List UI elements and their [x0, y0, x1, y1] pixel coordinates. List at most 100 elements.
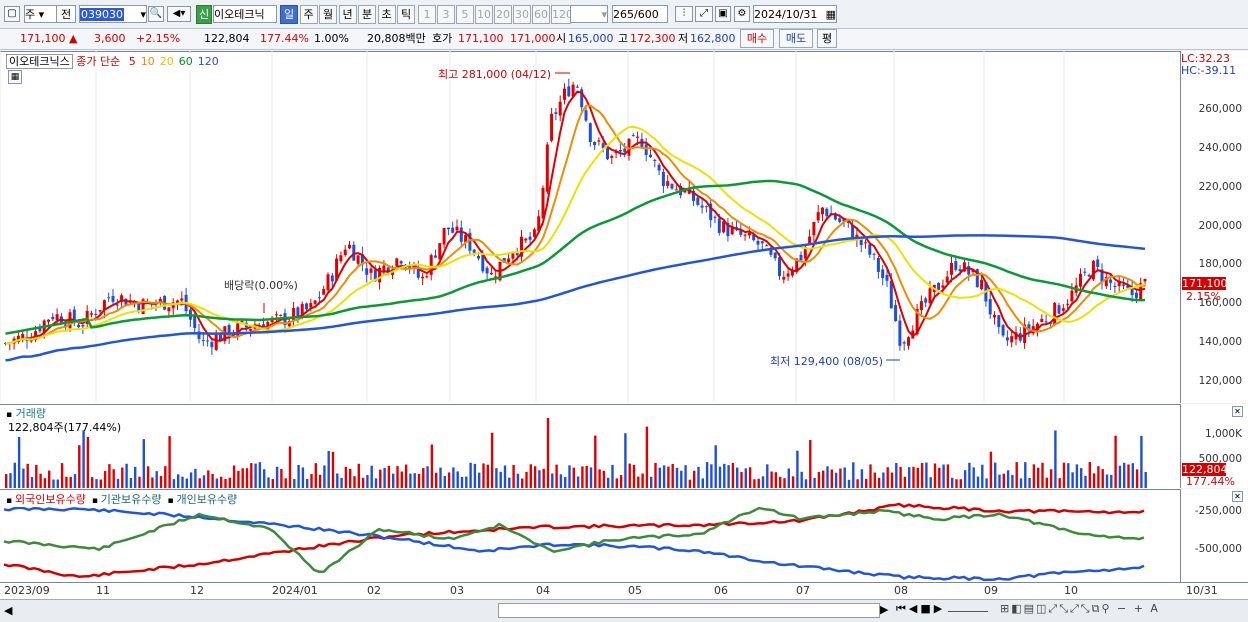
interval-button-3[interactable]: 10: [475, 5, 493, 24]
volume-bar: [439, 467, 442, 488]
candle: [833, 214, 837, 220]
candle: [279, 314, 283, 316]
scroll-thumb[interactable]: [498, 603, 880, 618]
volume-bar: [512, 464, 515, 488]
candle: [902, 342, 906, 344]
prev-button[interactable]: 전: [56, 5, 76, 23]
volume-bar: [232, 465, 236, 488]
candle: [928, 288, 932, 304]
volume-bar: [374, 478, 378, 488]
interval-button-0[interactable]: 1: [418, 5, 436, 24]
candle: [950, 262, 953, 275]
volume-bar: [594, 435, 597, 488]
close-icon[interactable]: ✕: [1232, 406, 1243, 417]
candle: [524, 238, 528, 241]
volume-bar: [955, 479, 958, 488]
candle: [395, 258, 399, 267]
bar-count-input[interactable]: 265/600: [612, 5, 668, 23]
volume-bar: [1075, 464, 1079, 488]
chart-menu-icon[interactable]: ▢: [4, 6, 20, 22]
period-tab-1[interactable]: 주: [299, 5, 318, 24]
candle: [1010, 336, 1014, 343]
calculator-icon[interactable]: ▦: [8, 70, 22, 84]
interval-button-7[interactable]: 120: [551, 5, 573, 24]
candle: [111, 295, 115, 302]
candle: [274, 314, 278, 316]
volume-bar: [112, 469, 115, 488]
close-icon[interactable]: ✕: [1232, 491, 1243, 502]
playback-controls[interactable]: ⏮◀■▶: [896, 602, 946, 615]
speaker-icon[interactable]: ◀▾: [167, 6, 191, 22]
volume-bar: [95, 479, 98, 488]
interval-button-5[interactable]: 30: [513, 5, 531, 24]
period-tab-3[interactable]: 년: [338, 5, 357, 24]
date-label: 12: [190, 584, 204, 597]
chart-scrollbar[interactable]: ◀ ▶ ⏮◀■▶ ⊞◧▤◫⤢⤡⤢⤡⧉⚲ − + A: [0, 599, 1248, 622]
candle: [296, 307, 300, 318]
interval-button-6[interactable]: 60: [532, 5, 550, 24]
candle: [451, 227, 455, 233]
interval-button-4[interactable]: 20: [494, 5, 512, 24]
gear-icon[interactable]: ⚙: [734, 6, 750, 22]
high-label: 고: [618, 32, 629, 45]
volume-bar: [392, 473, 395, 488]
interval-button-1[interactable]: 3: [437, 5, 455, 24]
period-tab-6[interactable]: 틱: [397, 5, 415, 24]
candle: [653, 159, 657, 161]
period-tab-4[interactable]: 분: [358, 5, 376, 24]
volume-bar: [134, 466, 137, 488]
volume-bar: [564, 477, 567, 488]
scroll-left-icon[interactable]: ◀: [4, 604, 13, 617]
market-select[interactable]: 주 ▾: [24, 5, 58, 23]
volume-bar: [168, 436, 171, 488]
candle: [313, 300, 317, 304]
holdings-chart[interactable]: [0, 489, 1180, 582]
volume-bar: [817, 471, 821, 488]
volume-bar: [306, 478, 309, 488]
volume-bar: [73, 474, 77, 488]
candle: [1001, 325, 1005, 336]
interval-button-2[interactable]: 5: [456, 5, 474, 24]
period-tab-0[interactable]: 일: [280, 5, 298, 24]
candle: [416, 266, 420, 278]
scroll-right-icon[interactable]: ▶: [880, 603, 889, 616]
volume-bar: [172, 479, 176, 488]
candle-type-icon[interactable]: ⫶: [675, 6, 693, 22]
eval-button[interactable]: 평: [817, 29, 837, 48]
volume-bar: [5, 474, 8, 488]
save-icon[interactable]: ▣: [715, 6, 731, 22]
volume-bar: [572, 467, 575, 488]
candle: [528, 236, 532, 240]
volume-chart[interactable]: [0, 404, 1180, 488]
volume-bar: [1041, 462, 1044, 488]
date-input[interactable]: 2024/10/31 ▦: [753, 5, 837, 23]
zoom-slider[interactable]: [948, 601, 988, 612]
price-chart[interactable]: [0, 51, 1180, 403]
volume-bar: [1127, 464, 1130, 488]
trade-amount: 20,808백만: [367, 32, 426, 45]
interval-custom-select[interactable]: ▾: [570, 5, 608, 23]
volume-bar: [22, 468, 25, 488]
buy-button[interactable]: 매수: [740, 29, 774, 48]
candle: [567, 86, 571, 97]
draw-tool-icon[interactable]: ⤢: [695, 6, 713, 22]
candle: [399, 261, 403, 264]
volume-bar: [903, 476, 907, 488]
candle: [326, 274, 330, 291]
tool-icons[interactable]: ⊞◧▤◫⤢⤡⤢⤡⧉⚲ − + A: [1000, 602, 1160, 615]
search-icon[interactable]: 🔍: [148, 6, 164, 22]
volume-bar: [959, 479, 962, 488]
bid-price: 171,100: [458, 32, 504, 45]
sell-button[interactable]: 매도: [779, 29, 813, 48]
candle: [378, 267, 382, 283]
code-input[interactable]: 039030 ▾: [79, 5, 147, 23]
candle: [760, 241, 764, 244]
candle: [468, 232, 472, 251]
volume-bar: [542, 468, 545, 488]
ma-legend-1: 10: [140, 55, 155, 68]
period-tab-2[interactable]: 월: [319, 5, 337, 24]
period-tab-5[interactable]: 초: [377, 5, 396, 24]
candle: [627, 138, 631, 156]
volume-bar: [938, 467, 941, 488]
volume-bar: [800, 471, 803, 488]
